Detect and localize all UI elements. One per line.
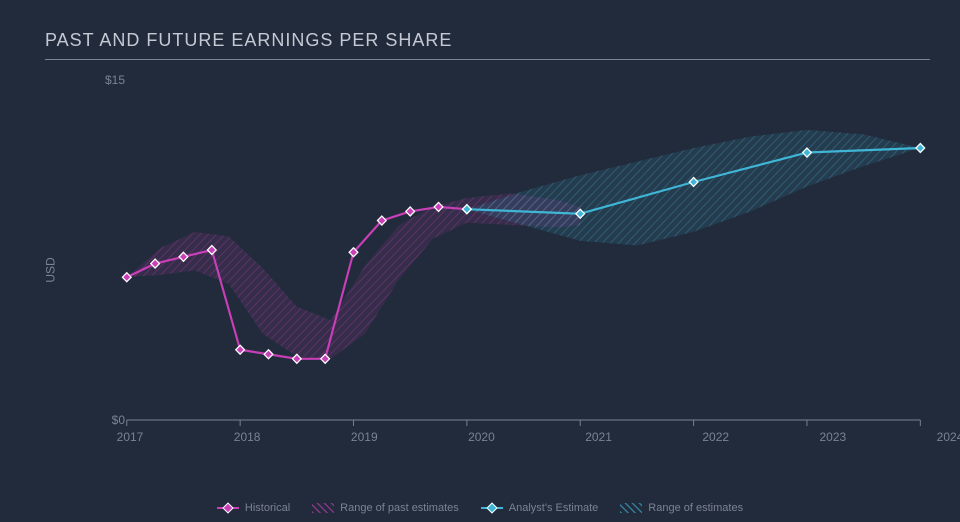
- x-tick-label: 2018: [234, 430, 261, 444]
- x-tick-label: 2021: [585, 430, 612, 444]
- legend-item: Range of estimates: [620, 502, 743, 514]
- x-tick-label: 2020: [468, 430, 495, 444]
- x-tick-label: 2019: [351, 430, 378, 444]
- y-tick-label: $15: [105, 73, 125, 87]
- axes-group: [127, 420, 921, 426]
- plot-svg: [30, 70, 930, 470]
- plot-area: USD $0$152017201820192020202120222023202…: [30, 70, 930, 470]
- legend-item: Range of past estimates: [312, 502, 459, 514]
- legend-item: Historical: [217, 502, 290, 514]
- legend-label: Analyst's Estimate: [509, 502, 599, 514]
- range-bands-group: [127, 130, 921, 359]
- legend-item: Analyst's Estimate: [481, 502, 599, 514]
- legend-line-marker-icon: [481, 502, 503, 514]
- legend-label: Range of past estimates: [340, 502, 459, 514]
- x-tick-label: 2023: [819, 430, 846, 444]
- x-tick-label: 2022: [702, 430, 729, 444]
- x-tick-label: 2017: [117, 430, 144, 444]
- y-tick-label: $0: [112, 413, 125, 427]
- chart-title: PAST AND FUTURE EARNINGS PER SHARE: [45, 30, 930, 60]
- legend-hatch-icon: [620, 502, 642, 514]
- legend-line-marker-icon: [217, 502, 239, 514]
- legend: Historical Range of past estimates Analyst…: [0, 502, 960, 514]
- estimate-range-hatch: [467, 130, 920, 246]
- chart-container: PAST AND FUTURE EARNINGS PER SHARE USD $…: [0, 0, 960, 522]
- legend-label: Range of estimates: [648, 502, 743, 514]
- x-tick-label: 2024: [937, 430, 960, 444]
- legend-hatch-icon: [312, 502, 334, 514]
- legend-label: Historical: [245, 502, 290, 514]
